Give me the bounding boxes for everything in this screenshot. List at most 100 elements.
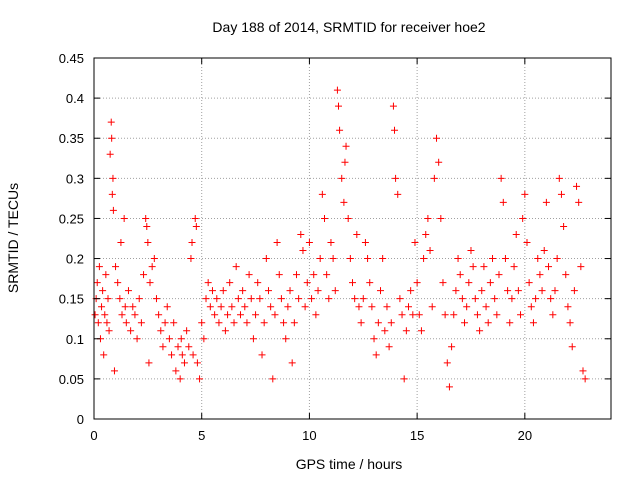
data-point	[495, 271, 503, 279]
data-point	[219, 287, 227, 295]
data-point	[120, 214, 128, 222]
data-point	[108, 134, 116, 142]
data-point	[433, 134, 441, 142]
data-point	[282, 335, 290, 343]
data-point	[267, 303, 275, 311]
data-point	[564, 303, 572, 311]
y-tick-label: 0.1	[66, 332, 84, 347]
data-point	[448, 343, 456, 351]
data-point	[178, 351, 186, 359]
data-point	[230, 319, 238, 327]
data-point	[482, 303, 490, 311]
data-point	[577, 263, 585, 271]
data-point	[303, 279, 311, 287]
data-point	[98, 303, 106, 311]
data-point	[579, 367, 587, 375]
data-point	[288, 359, 296, 367]
data-point	[562, 271, 570, 279]
data-point	[264, 287, 272, 295]
data-point	[101, 311, 109, 319]
data-point	[506, 319, 514, 327]
data-point	[94, 319, 102, 327]
data-point	[469, 263, 477, 271]
data-point	[437, 214, 445, 222]
x-tick-label: 10	[302, 428, 316, 443]
data-point	[471, 295, 479, 303]
data-point	[256, 295, 264, 303]
data-point	[473, 311, 481, 319]
data-point	[118, 311, 126, 319]
data-point	[361, 239, 369, 247]
data-point	[338, 174, 346, 182]
data-point	[286, 287, 294, 295]
data-point	[202, 295, 210, 303]
grid	[94, 58, 611, 419]
data-point	[441, 311, 449, 319]
data-point	[109, 206, 117, 214]
data-point	[252, 311, 260, 319]
y-tick-label: 0.4	[66, 91, 84, 106]
data-point	[405, 303, 413, 311]
data-point	[510, 263, 518, 271]
data-point	[189, 351, 197, 359]
data-point	[402, 327, 410, 335]
data-point	[188, 239, 196, 247]
data-point	[344, 214, 352, 222]
x-tick-label: 15	[410, 428, 424, 443]
data-point	[204, 279, 212, 287]
data-point	[538, 287, 546, 295]
data-point	[254, 279, 262, 287]
data-point	[150, 255, 158, 263]
data-point	[172, 367, 180, 375]
data-point	[413, 279, 421, 287]
data-point	[200, 335, 208, 343]
data-point	[519, 214, 527, 222]
data-point	[224, 311, 232, 319]
data-point	[143, 222, 151, 230]
data-point	[157, 327, 165, 335]
data-point	[566, 319, 574, 327]
data-point	[426, 247, 434, 255]
data-point	[124, 287, 132, 295]
data-point	[456, 271, 464, 279]
data-point	[215, 319, 223, 327]
data-point	[534, 255, 542, 263]
data-point	[116, 295, 124, 303]
data-point	[271, 311, 279, 319]
data-point	[206, 303, 214, 311]
data-point	[467, 247, 475, 255]
data-point	[308, 295, 316, 303]
data-point	[221, 327, 229, 335]
data-point	[280, 319, 288, 327]
data-point	[396, 295, 404, 303]
data-point	[327, 239, 335, 247]
data-point	[374, 319, 382, 327]
data-point	[351, 295, 359, 303]
data-point	[110, 367, 118, 375]
data-point	[407, 287, 415, 295]
data-point	[269, 375, 277, 383]
data-point	[514, 287, 522, 295]
data-point	[499, 198, 507, 206]
data-point	[192, 222, 200, 230]
data-point	[463, 303, 471, 311]
x-ticks: 0 5 10 15 20	[90, 58, 532, 443]
data-point	[273, 239, 281, 247]
data-point	[545, 263, 553, 271]
data-point	[355, 303, 363, 311]
data-point	[241, 303, 249, 311]
data-point	[443, 359, 451, 367]
data-point	[152, 295, 160, 303]
data-point	[243, 319, 251, 327]
data-point	[129, 303, 137, 311]
data-point	[527, 303, 535, 311]
data-point	[391, 126, 399, 134]
data-point	[486, 279, 494, 287]
data-point	[480, 263, 488, 271]
data-point	[318, 190, 326, 198]
data-point	[454, 255, 462, 263]
data-point	[297, 230, 305, 238]
data-point	[549, 311, 557, 319]
data-point	[417, 327, 425, 335]
